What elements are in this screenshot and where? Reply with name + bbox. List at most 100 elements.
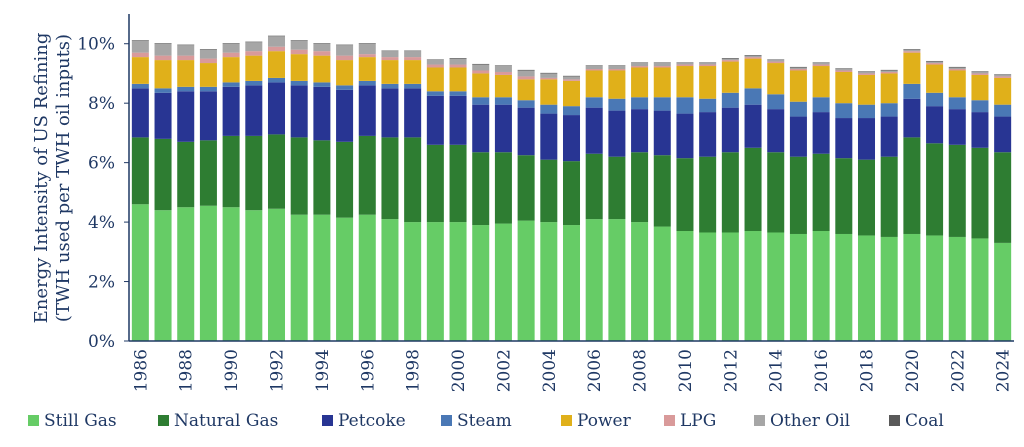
bar-segment-petcoke-1993 bbox=[290, 85, 308, 138]
bar-segment-petcoke-2023 bbox=[971, 112, 989, 148]
bar-segment-lpg-2005 bbox=[562, 79, 581, 81]
bar-segment-power-1998 bbox=[404, 60, 422, 84]
bar-segment-still-gas-1995 bbox=[336, 217, 354, 341]
bar-segment-still-gas-2017 bbox=[835, 233, 853, 341]
bar-segment-lpg-2021 bbox=[926, 63, 944, 65]
bar-segment-coal-2019 bbox=[880, 69, 898, 71]
bar-segment-lpg-2017 bbox=[835, 70, 853, 72]
bar-segment-other-oil-2004 bbox=[540, 73, 558, 78]
bar-segment-other-oil-1998 bbox=[404, 51, 422, 58]
legend-label-petcoke: Petcoke bbox=[338, 411, 406, 431]
bar-segment-steam-2018 bbox=[857, 104, 876, 119]
x-tick-label: 2018 bbox=[858, 349, 878, 392]
x-tick-label: 2012 bbox=[721, 349, 741, 392]
bar-segment-steam-1991 bbox=[245, 80, 263, 86]
bar-segment-steam-2024 bbox=[994, 104, 1012, 117]
bar-segment-petcoke-2001 bbox=[472, 104, 490, 153]
bar-segment-still-gas-1987 bbox=[154, 210, 172, 341]
bar-segment-natural-gas-1995 bbox=[336, 141, 354, 218]
bar-segment-steam-1986 bbox=[131, 83, 149, 89]
bar-segment-other-oil-2017 bbox=[835, 69, 853, 71]
bar-segment-petcoke-1997 bbox=[381, 88, 399, 138]
bar-segment-coal-2024 bbox=[994, 74, 1012, 75]
bar-segment-power-2013 bbox=[744, 58, 762, 89]
bar-segment-other-oil-2006 bbox=[585, 66, 603, 69]
x-tick-label: 1992 bbox=[268, 349, 288, 392]
y-tick-label: 0% bbox=[88, 332, 115, 352]
bar-segment-power-2010 bbox=[676, 66, 694, 98]
x-tick-label: 2010 bbox=[676, 349, 696, 392]
x-tick-label: 2022 bbox=[948, 349, 968, 392]
bar-segment-natural-gas-2005 bbox=[562, 161, 581, 226]
bar-segment-steam-1993 bbox=[290, 80, 308, 86]
x-tick-label: 1998 bbox=[404, 349, 424, 392]
bar-segment-natural-gas-2000 bbox=[449, 144, 467, 223]
bar-segment-petcoke-1991 bbox=[245, 85, 263, 136]
bar-segment-still-gas-2004 bbox=[540, 222, 558, 341]
bar-segment-still-gas-1999 bbox=[426, 222, 444, 341]
bar-segment-lpg-1994 bbox=[313, 51, 331, 56]
plot-area bbox=[131, 35, 1012, 341]
bar-segment-coal-2002 bbox=[494, 65, 512, 67]
bar-segment-still-gas-2011 bbox=[699, 232, 717, 341]
bar-segment-coal-2016 bbox=[812, 62, 830, 64]
bar-segment-coal-2014 bbox=[767, 59, 785, 61]
bar-segment-still-gas-2020 bbox=[903, 233, 921, 341]
legend-label-coal: Coal bbox=[905, 411, 944, 431]
bar-segment-still-gas-1994 bbox=[313, 214, 331, 341]
bar-segment-power-1986 bbox=[131, 57, 149, 84]
bar-segment-still-gas-2024 bbox=[994, 242, 1012, 341]
bar-segment-other-oil-1991 bbox=[245, 42, 263, 52]
bar-segment-coal-2003 bbox=[517, 69, 535, 71]
bar-segment-lpg-2023 bbox=[971, 73, 989, 75]
bar-segment-natural-gas-2009 bbox=[653, 155, 671, 227]
bar-segment-steam-2021 bbox=[926, 92, 944, 107]
bar-segment-natural-gas-2013 bbox=[744, 147, 762, 232]
x-tick-label: 1994 bbox=[313, 349, 333, 392]
x-tick-label: 2004 bbox=[540, 349, 560, 392]
bar-segment-petcoke-2015 bbox=[789, 116, 807, 157]
bar-segment-other-oil-2001 bbox=[472, 64, 490, 71]
x-axis-ticks: 1986 1988 1990 1992 1994 1996 1998 2000 2002 2004… bbox=[131, 349, 1013, 392]
bar-segment-other-oil-1996 bbox=[358, 43, 376, 55]
bar-segment-petcoke-2006 bbox=[585, 107, 603, 154]
legend-label-steam: Steam bbox=[457, 411, 512, 431]
legend-swatch-power bbox=[561, 415, 572, 426]
bar-segment-petcoke-1989 bbox=[199, 91, 217, 141]
bar-segment-still-gas-2012 bbox=[721, 232, 739, 341]
bar-segment-power-2023 bbox=[971, 74, 989, 101]
bar-segment-other-oil-2023 bbox=[971, 71, 989, 74]
bar-segment-lpg-2007 bbox=[608, 69, 626, 71]
bar-segment-lpg-2020 bbox=[903, 51, 921, 53]
x-tick-label: 1990 bbox=[222, 349, 242, 392]
bar-segment-coal-1987 bbox=[154, 43, 172, 44]
bar-segment-coal-2012 bbox=[721, 58, 739, 59]
bar-segment-lpg-1986 bbox=[131, 52, 149, 58]
bar-segment-natural-gas-1998 bbox=[404, 137, 422, 223]
bar-segment-power-1993 bbox=[290, 54, 308, 81]
bar-segment-steam-1997 bbox=[381, 83, 399, 89]
bar-segment-other-oil-1993 bbox=[290, 40, 308, 50]
bar-segment-natural-gas-1992 bbox=[267, 134, 286, 209]
bar-segment-petcoke-2000 bbox=[449, 95, 467, 145]
bar-segment-lpg-1993 bbox=[290, 49, 308, 55]
bar-segment-power-2004 bbox=[540, 79, 558, 105]
bar-segment-natural-gas-1994 bbox=[313, 140, 331, 215]
bar-segment-natural-gas-1999 bbox=[426, 144, 444, 223]
x-tick-label: 2014 bbox=[767, 349, 787, 392]
bar-segment-still-gas-2001 bbox=[472, 225, 490, 341]
bar-segment-lpg-2006 bbox=[585, 69, 603, 71]
bar-segment-petcoke-1999 bbox=[426, 95, 444, 145]
bar-segment-steam-2013 bbox=[744, 88, 762, 105]
legend-swatch-other-oil bbox=[754, 415, 765, 426]
bar-segment-lpg-2024 bbox=[994, 76, 1012, 78]
bar-segment-coal-2006 bbox=[585, 65, 603, 67]
bar-segment-steam-2002 bbox=[494, 97, 512, 105]
bar-segment-petcoke-1996 bbox=[358, 85, 376, 136]
bar-segment-coal-2008 bbox=[631, 62, 649, 64]
bar-segment-coal-1990 bbox=[222, 43, 240, 44]
bar-segment-lpg-1997 bbox=[381, 57, 399, 61]
bar-segment-other-oil-1999 bbox=[426, 60, 444, 65]
bar-segment-natural-gas-2007 bbox=[608, 156, 626, 220]
bar-segment-natural-gas-2003 bbox=[517, 155, 535, 221]
